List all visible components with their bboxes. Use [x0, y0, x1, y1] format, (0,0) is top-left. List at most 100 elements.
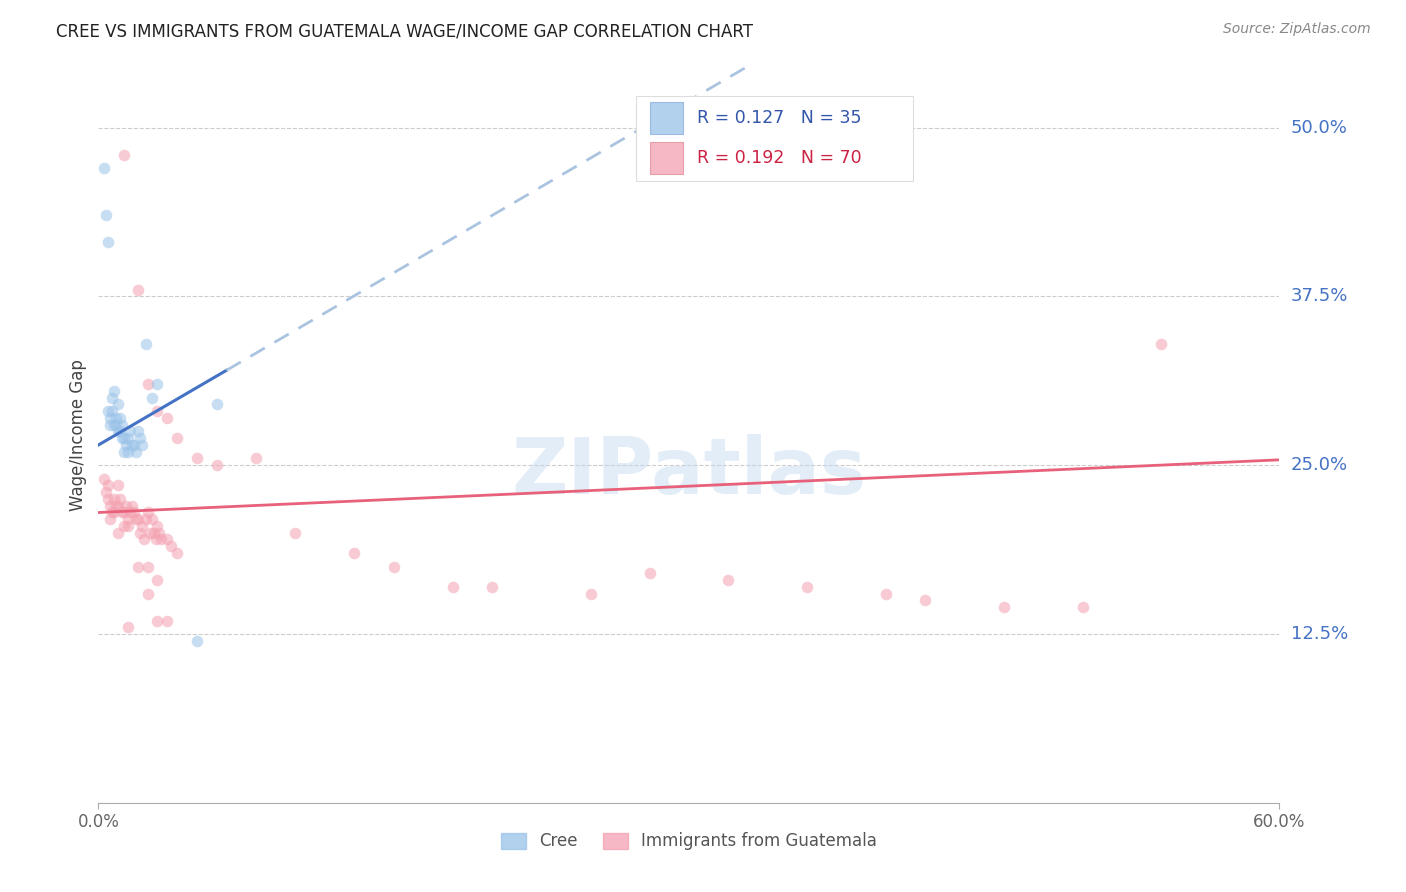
Point	[105, 499, 128, 513]
Point	[96, 485, 118, 500]
Point	[107, 499, 129, 513]
Point	[146, 404, 169, 418]
Point	[108, 411, 131, 425]
Point	[127, 283, 149, 297]
Point	[111, 506, 134, 520]
Point	[93, 161, 115, 176]
Y-axis label: Wage/Income Gap: Wage/Income Gap	[69, 359, 87, 511]
Point	[136, 586, 159, 600]
Text: ZIPatlas: ZIPatlas	[512, 434, 866, 509]
Point	[112, 431, 135, 445]
Point	[993, 600, 1015, 615]
Point	[105, 411, 128, 425]
Point	[115, 499, 138, 513]
Text: 37.5%: 37.5%	[1291, 287, 1348, 305]
Point	[108, 425, 131, 439]
Point	[103, 384, 125, 398]
Point	[103, 491, 125, 506]
Point	[103, 417, 125, 432]
Point	[875, 586, 897, 600]
Point	[97, 404, 120, 418]
Point	[136, 377, 159, 392]
Point	[146, 377, 169, 392]
Point	[141, 512, 163, 526]
Point	[127, 512, 149, 526]
Point	[115, 438, 138, 452]
Point	[112, 506, 135, 520]
Point	[93, 472, 115, 486]
Point	[112, 519, 135, 533]
Point	[96, 209, 118, 223]
Point	[128, 525, 150, 540]
Point	[125, 444, 148, 458]
Point	[117, 519, 139, 533]
Point	[284, 525, 307, 540]
Point	[107, 397, 129, 411]
Point	[135, 512, 157, 526]
Text: 25.0%: 25.0%	[1291, 456, 1348, 475]
Point	[148, 525, 170, 540]
Point	[160, 539, 183, 553]
Point	[107, 525, 129, 540]
Point	[481, 580, 503, 594]
Point	[118, 425, 141, 439]
Point	[121, 499, 143, 513]
Point	[1150, 336, 1173, 351]
Point	[132, 533, 155, 547]
Point	[98, 417, 121, 432]
Point	[156, 614, 179, 628]
Point	[101, 506, 124, 520]
Point	[136, 506, 159, 520]
Point	[205, 397, 228, 411]
Legend: Cree, Immigrants from Guatemala: Cree, Immigrants from Guatemala	[495, 826, 883, 857]
Text: CREE VS IMMIGRANTS FROM GUATEMALA WAGE/INCOME GAP CORRELATION CHART: CREE VS IMMIGRANTS FROM GUATEMALA WAGE/I…	[56, 22, 754, 40]
Point	[125, 512, 148, 526]
Point	[150, 533, 173, 547]
Text: R = 0.192   N = 70: R = 0.192 N = 70	[697, 149, 862, 167]
Point	[717, 573, 740, 587]
Text: 50.0%: 50.0%	[1291, 119, 1347, 136]
Text: 12.5%: 12.5%	[1291, 625, 1348, 643]
Point	[117, 620, 139, 634]
Point	[156, 411, 179, 425]
Point	[101, 391, 124, 405]
Point	[98, 512, 121, 526]
Point	[127, 425, 149, 439]
Point	[108, 491, 131, 506]
Point	[142, 525, 165, 540]
Point	[796, 580, 818, 594]
Point	[156, 533, 179, 547]
Point	[245, 451, 267, 466]
Point	[146, 614, 169, 628]
Point	[105, 417, 128, 432]
Point	[118, 506, 141, 520]
Point	[186, 633, 208, 648]
Point	[1071, 600, 1094, 615]
Point	[638, 566, 661, 581]
Point	[138, 525, 160, 540]
Point	[146, 573, 169, 587]
Point	[127, 559, 149, 574]
Point	[111, 431, 134, 445]
Point	[122, 438, 145, 452]
Point	[97, 235, 120, 250]
Point	[101, 404, 124, 418]
Point	[107, 425, 129, 439]
Point	[579, 586, 602, 600]
Point	[914, 593, 936, 607]
Point	[131, 438, 153, 452]
FancyBboxPatch shape	[636, 96, 914, 181]
FancyBboxPatch shape	[650, 142, 683, 174]
Point	[382, 559, 405, 574]
Point	[122, 506, 145, 520]
Point	[117, 512, 139, 526]
Point	[135, 336, 157, 351]
Point	[117, 431, 139, 445]
Point	[111, 417, 134, 432]
Point	[117, 444, 139, 458]
Point	[107, 478, 129, 492]
Point	[128, 431, 150, 445]
Point	[186, 451, 208, 466]
Point	[98, 411, 121, 425]
FancyBboxPatch shape	[650, 102, 683, 135]
